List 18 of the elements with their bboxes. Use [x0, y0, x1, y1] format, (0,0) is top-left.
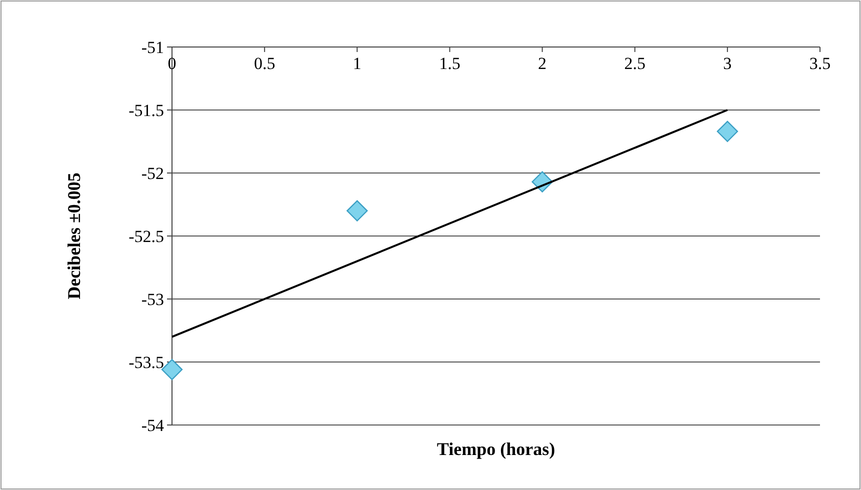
- y-tick-label: -51.5: [128, 101, 164, 120]
- x-axis-title: Tiempo (horas): [436, 439, 556, 459]
- x-tick-label: 1.5: [439, 54, 460, 73]
- y-tick-label: -51: [141, 38, 164, 57]
- y-axis-title: Decibeles ±0.005: [64, 172, 84, 300]
- x-tick-label: 2.5: [624, 54, 646, 73]
- y-tick-label: -52: [141, 164, 164, 183]
- point: [346, 200, 368, 222]
- y-tick-label: -52.5: [128, 227, 164, 246]
- y-tick-label: -54: [141, 416, 164, 435]
- x-tick-label: 1: [352, 54, 362, 73]
- x-tick-label: 3: [723, 54, 732, 73]
- x-tick-label: 0.5: [254, 54, 276, 73]
- point: [716, 120, 738, 142]
- x-tick-label: 2: [538, 54, 547, 73]
- y-tick-label: -53: [141, 290, 164, 309]
- x-tick-label: 3.5: [809, 54, 831, 73]
- y-tick-label: -53.5: [128, 353, 164, 372]
